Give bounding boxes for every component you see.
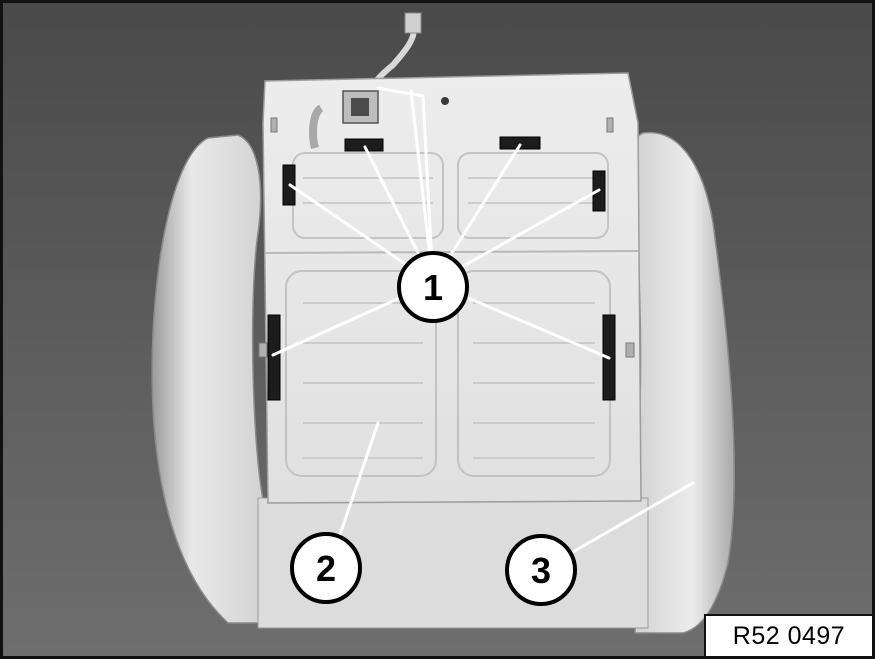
left-bolster (151, 134, 266, 624)
callout-2: 2 (290, 532, 362, 604)
leader-1-bracket-b (376, 86, 435, 285)
callout-2-circle (290, 532, 362, 604)
mounting-bracket (309, 90, 449, 150)
callout-3: 3 (505, 534, 577, 606)
clip-lower-left (267, 314, 281, 401)
callout-1-circle (397, 251, 469, 323)
callout-1-label: 1 (423, 267, 443, 308)
callout-2-label: 2 (316, 548, 336, 589)
callout-1: 1 (397, 251, 469, 323)
callout-3-circle (505, 534, 577, 606)
clip-top-right (499, 136, 541, 150)
clip-top-left (344, 138, 384, 152)
figure-reference-code: R52 0497 (704, 614, 872, 656)
side-hooks (258, 117, 635, 358)
seat-cushion-illustration: 1 2 3 (3, 3, 872, 656)
leader-1-bracket-a (409, 89, 435, 285)
callout-3-label: 3 (531, 550, 551, 591)
